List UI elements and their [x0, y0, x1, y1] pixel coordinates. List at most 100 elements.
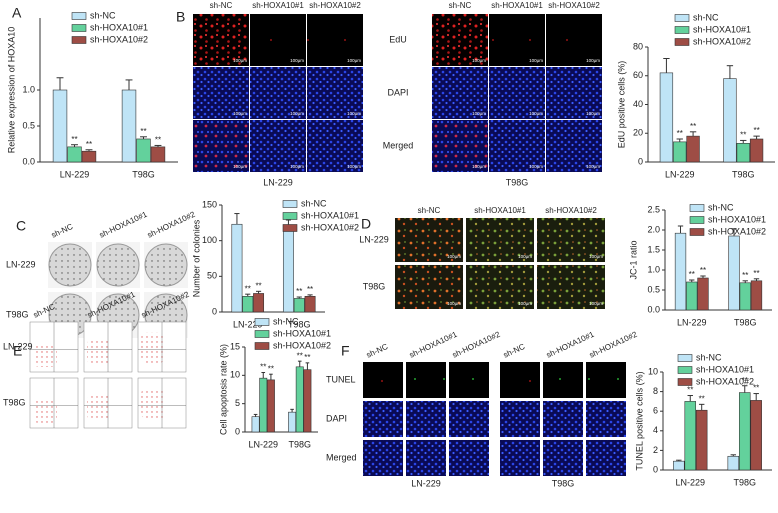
significance: ** — [268, 364, 274, 373]
panel-letter: B — [176, 9, 185, 25]
bar — [686, 281, 698, 311]
scale-label: 100μm — [589, 254, 603, 259]
y-axis-title: Relative expression of HOXA10 — [6, 27, 16, 154]
significance: ** — [245, 284, 251, 293]
significance: ** — [155, 136, 161, 145]
micrograph — [543, 440, 583, 476]
bar — [695, 409, 708, 471]
legend-label: sh-HOXA10#2 — [273, 340, 331, 350]
x-tick-label: LN-229 — [248, 439, 278, 449]
bar — [150, 146, 166, 163]
legend-label: sh-NC — [708, 202, 734, 212]
column-label: sh-HOXA10#1 — [545, 330, 596, 360]
micrograph — [193, 14, 249, 66]
y-tick-label: 0.5 — [647, 284, 660, 294]
y-tick-label: 80 — [633, 41, 643, 51]
significance: ** — [255, 281, 261, 290]
y-axis-title: TUNEL positive cells (%) — [634, 371, 644, 470]
bar — [686, 135, 700, 163]
scale-label: 100μm — [529, 111, 543, 116]
micrograph — [449, 401, 489, 437]
legend-swatch — [254, 342, 270, 350]
column-label: sh-HOXA10#2 — [588, 330, 639, 360]
y-axis-title: Number of colonies — [191, 219, 201, 297]
bar — [749, 138, 764, 163]
bar — [673, 141, 687, 163]
bar — [288, 411, 297, 433]
bar — [723, 78, 737, 163]
row-label: Merged — [383, 140, 414, 150]
y-tick-label: 0.5 — [22, 120, 35, 130]
micrograph — [546, 14, 602, 66]
micrograph — [500, 362, 540, 398]
micrograph — [307, 14, 363, 66]
micrograph — [250, 14, 306, 66]
x-tick-label: T98G — [733, 477, 756, 487]
panel-letter: C — [16, 218, 26, 234]
micrograph — [193, 67, 249, 119]
micrograph — [406, 440, 446, 476]
scale-label: 100μm — [347, 164, 361, 169]
legend-swatch — [689, 228, 705, 236]
bar — [727, 455, 740, 471]
panel-letter: E — [13, 343, 22, 359]
column-label: sh-NC — [50, 222, 75, 240]
y-tick-label: 0 — [653, 464, 658, 474]
micrograph — [586, 440, 626, 476]
significance: ** — [753, 269, 759, 278]
significance: ** — [140, 127, 146, 136]
micrograph — [543, 362, 583, 398]
x-tick-label: LN-229 — [677, 317, 707, 327]
micrograph — [466, 218, 534, 262]
micrograph — [586, 362, 626, 398]
significance: ** — [260, 363, 266, 372]
scale-label: 100μm — [290, 111, 304, 116]
scale-label: 100μm — [347, 111, 361, 116]
y-tick-label: 60 — [633, 70, 643, 80]
row-label: LN-229 — [3, 341, 33, 351]
micrograph — [395, 265, 463, 309]
bar — [736, 143, 750, 163]
scale-label: 100μm — [586, 111, 600, 116]
scale-label: 100μm — [518, 254, 532, 259]
legend-label: sh-HOXA10#2 — [301, 222, 359, 232]
significance: ** — [753, 126, 759, 135]
legend-label: sh-HOXA10#2 — [693, 36, 751, 46]
bar — [739, 282, 751, 311]
micrograph — [466, 265, 534, 309]
row-label: T98G — [363, 281, 386, 291]
significance: ** — [307, 285, 313, 294]
significance: ** — [753, 384, 759, 393]
scale-label: 100μm — [518, 301, 532, 306]
micrograph — [489, 120, 545, 172]
micrograph — [546, 120, 602, 172]
column-label: sh-NC — [449, 1, 472, 10]
bar — [295, 366, 304, 433]
bar — [293, 298, 305, 313]
y-tick-label: 8 — [653, 386, 658, 396]
y-tick-label: 150 — [202, 199, 217, 209]
micrograph — [432, 67, 488, 119]
panel-letter: D — [361, 216, 371, 232]
flow-cloud — [87, 394, 111, 421]
micrograph — [546, 67, 602, 119]
x-tick-label: T98G — [288, 319, 311, 329]
legend-swatch — [677, 366, 693, 374]
y-tick-label: 40 — [633, 99, 643, 109]
y-tick-label: 2 — [653, 445, 658, 455]
bar — [253, 293, 265, 313]
bar — [750, 280, 763, 311]
y-tick-label: 100 — [202, 235, 217, 245]
y-tick-label: 1.0 — [647, 264, 660, 274]
column-label: sh-HOXA10#1 — [474, 206, 526, 215]
y-tick-label: 10 — [230, 370, 240, 380]
column-label: sh-HOXA10#1 — [408, 330, 459, 360]
scale-label: 100μm — [290, 164, 304, 169]
legend-swatch — [674, 14, 690, 22]
significance: ** — [687, 386, 693, 395]
scale-label: 100μm — [447, 301, 461, 306]
bar — [728, 235, 740, 311]
significance: ** — [700, 266, 706, 275]
flow-cloud — [33, 400, 57, 423]
